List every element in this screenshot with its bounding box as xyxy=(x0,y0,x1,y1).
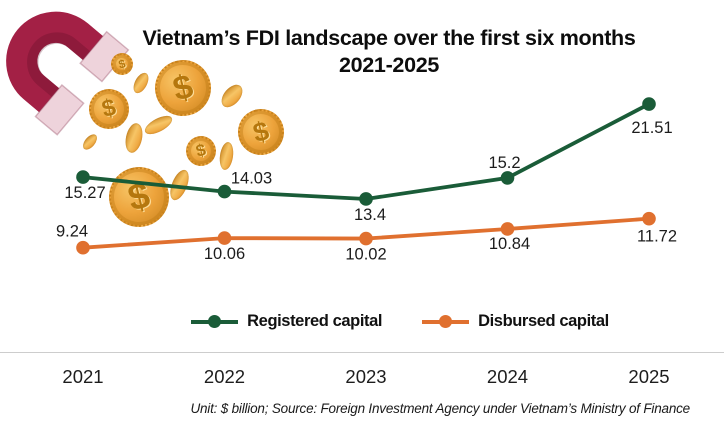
coin-edge-icon xyxy=(142,112,175,138)
dollar-coin-icon: $ xyxy=(182,132,220,170)
legend-label-disbursed-capital: Disbursed capital xyxy=(478,312,609,330)
legend-dot-icon xyxy=(439,315,453,328)
registered-capital-point-2024 xyxy=(500,171,515,185)
disbursed-capital-value-label-2024: 10.84 xyxy=(489,235,530,253)
x-axis-label-2022: 2022 xyxy=(203,366,246,387)
registered-capital-value-label-2022: 14.03 xyxy=(231,170,272,188)
legend-item-disbursed-capital: Disbursed capital xyxy=(422,312,609,331)
source-note: Unit: $ billion; Source: Foreign Investm… xyxy=(190,401,690,416)
magnet-icon xyxy=(6,11,130,136)
chart-legend: Registered capital Disbursed capital xyxy=(38,312,724,331)
disbursed-capital-point-2021 xyxy=(76,240,90,255)
registered-capital-value-label-2024: 15.2 xyxy=(488,154,520,172)
x-axis-label-2025: 2025 xyxy=(628,366,670,387)
registered-capital-value-label-2023: 13.4 xyxy=(354,206,386,224)
chart-title-line2: 2021-2025 xyxy=(338,52,440,77)
registered-capital-value-label-2021: 15.27 xyxy=(64,184,105,202)
disbursed-capital-line xyxy=(82,216,650,250)
registered-capital-value-label-2025: 21.51 xyxy=(631,119,672,137)
x-axis-label-2024: 2024 xyxy=(486,366,529,387)
magnet-tip-icon xyxy=(34,84,85,136)
registered-capital-point-2022 xyxy=(217,184,232,199)
coin-edge-icon xyxy=(217,80,247,112)
disbursed-capital-point-2024 xyxy=(500,222,515,236)
registered-capital-point-2025 xyxy=(642,97,656,111)
divider-line xyxy=(0,352,724,353)
disbursed-capital-point-2022 xyxy=(217,231,232,245)
disbursed-capital-value-label-2023: 10.02 xyxy=(345,246,386,264)
x-axis-label-2023: 2023 xyxy=(345,366,387,387)
disbursed-capital-value-label-2022: 10.06 xyxy=(204,245,245,263)
disbursed-capital-value-label-2021: 9.24 xyxy=(56,223,88,241)
x-axis-label-2021: 2021 xyxy=(62,366,104,387)
chart-title: Vietnam’s FDI landscape over the first s… xyxy=(70,25,708,78)
registered-series-marker-icon xyxy=(191,315,239,328)
dollar-coin-icon: $ xyxy=(233,104,289,160)
coin-edge-icon xyxy=(166,167,193,203)
disbursed-series-marker-icon xyxy=(422,315,470,328)
disbursed-capital-point-2025 xyxy=(642,211,656,226)
coin-edge-icon xyxy=(218,141,235,171)
legend-item-registered-capital: Registered capital xyxy=(191,312,382,331)
dollar-coin-icon: $ xyxy=(102,160,176,234)
chart-title-line1: Vietnam’s FDI landscape over the first s… xyxy=(142,26,636,50)
registered-capital-point-2023 xyxy=(359,192,373,206)
disbursed-capital-value-label-2025: 11.72 xyxy=(637,228,677,246)
legend-label-registered-capital: Registered capital xyxy=(247,312,383,330)
x-axis: 2021 2022 2023 2024 2025 xyxy=(0,366,724,392)
magnet-inner-shade xyxy=(27,32,91,97)
disbursed-capital-point-2023 xyxy=(359,231,373,246)
registered-capital-point-2021 xyxy=(76,170,90,184)
legend-dot-icon xyxy=(208,315,222,328)
